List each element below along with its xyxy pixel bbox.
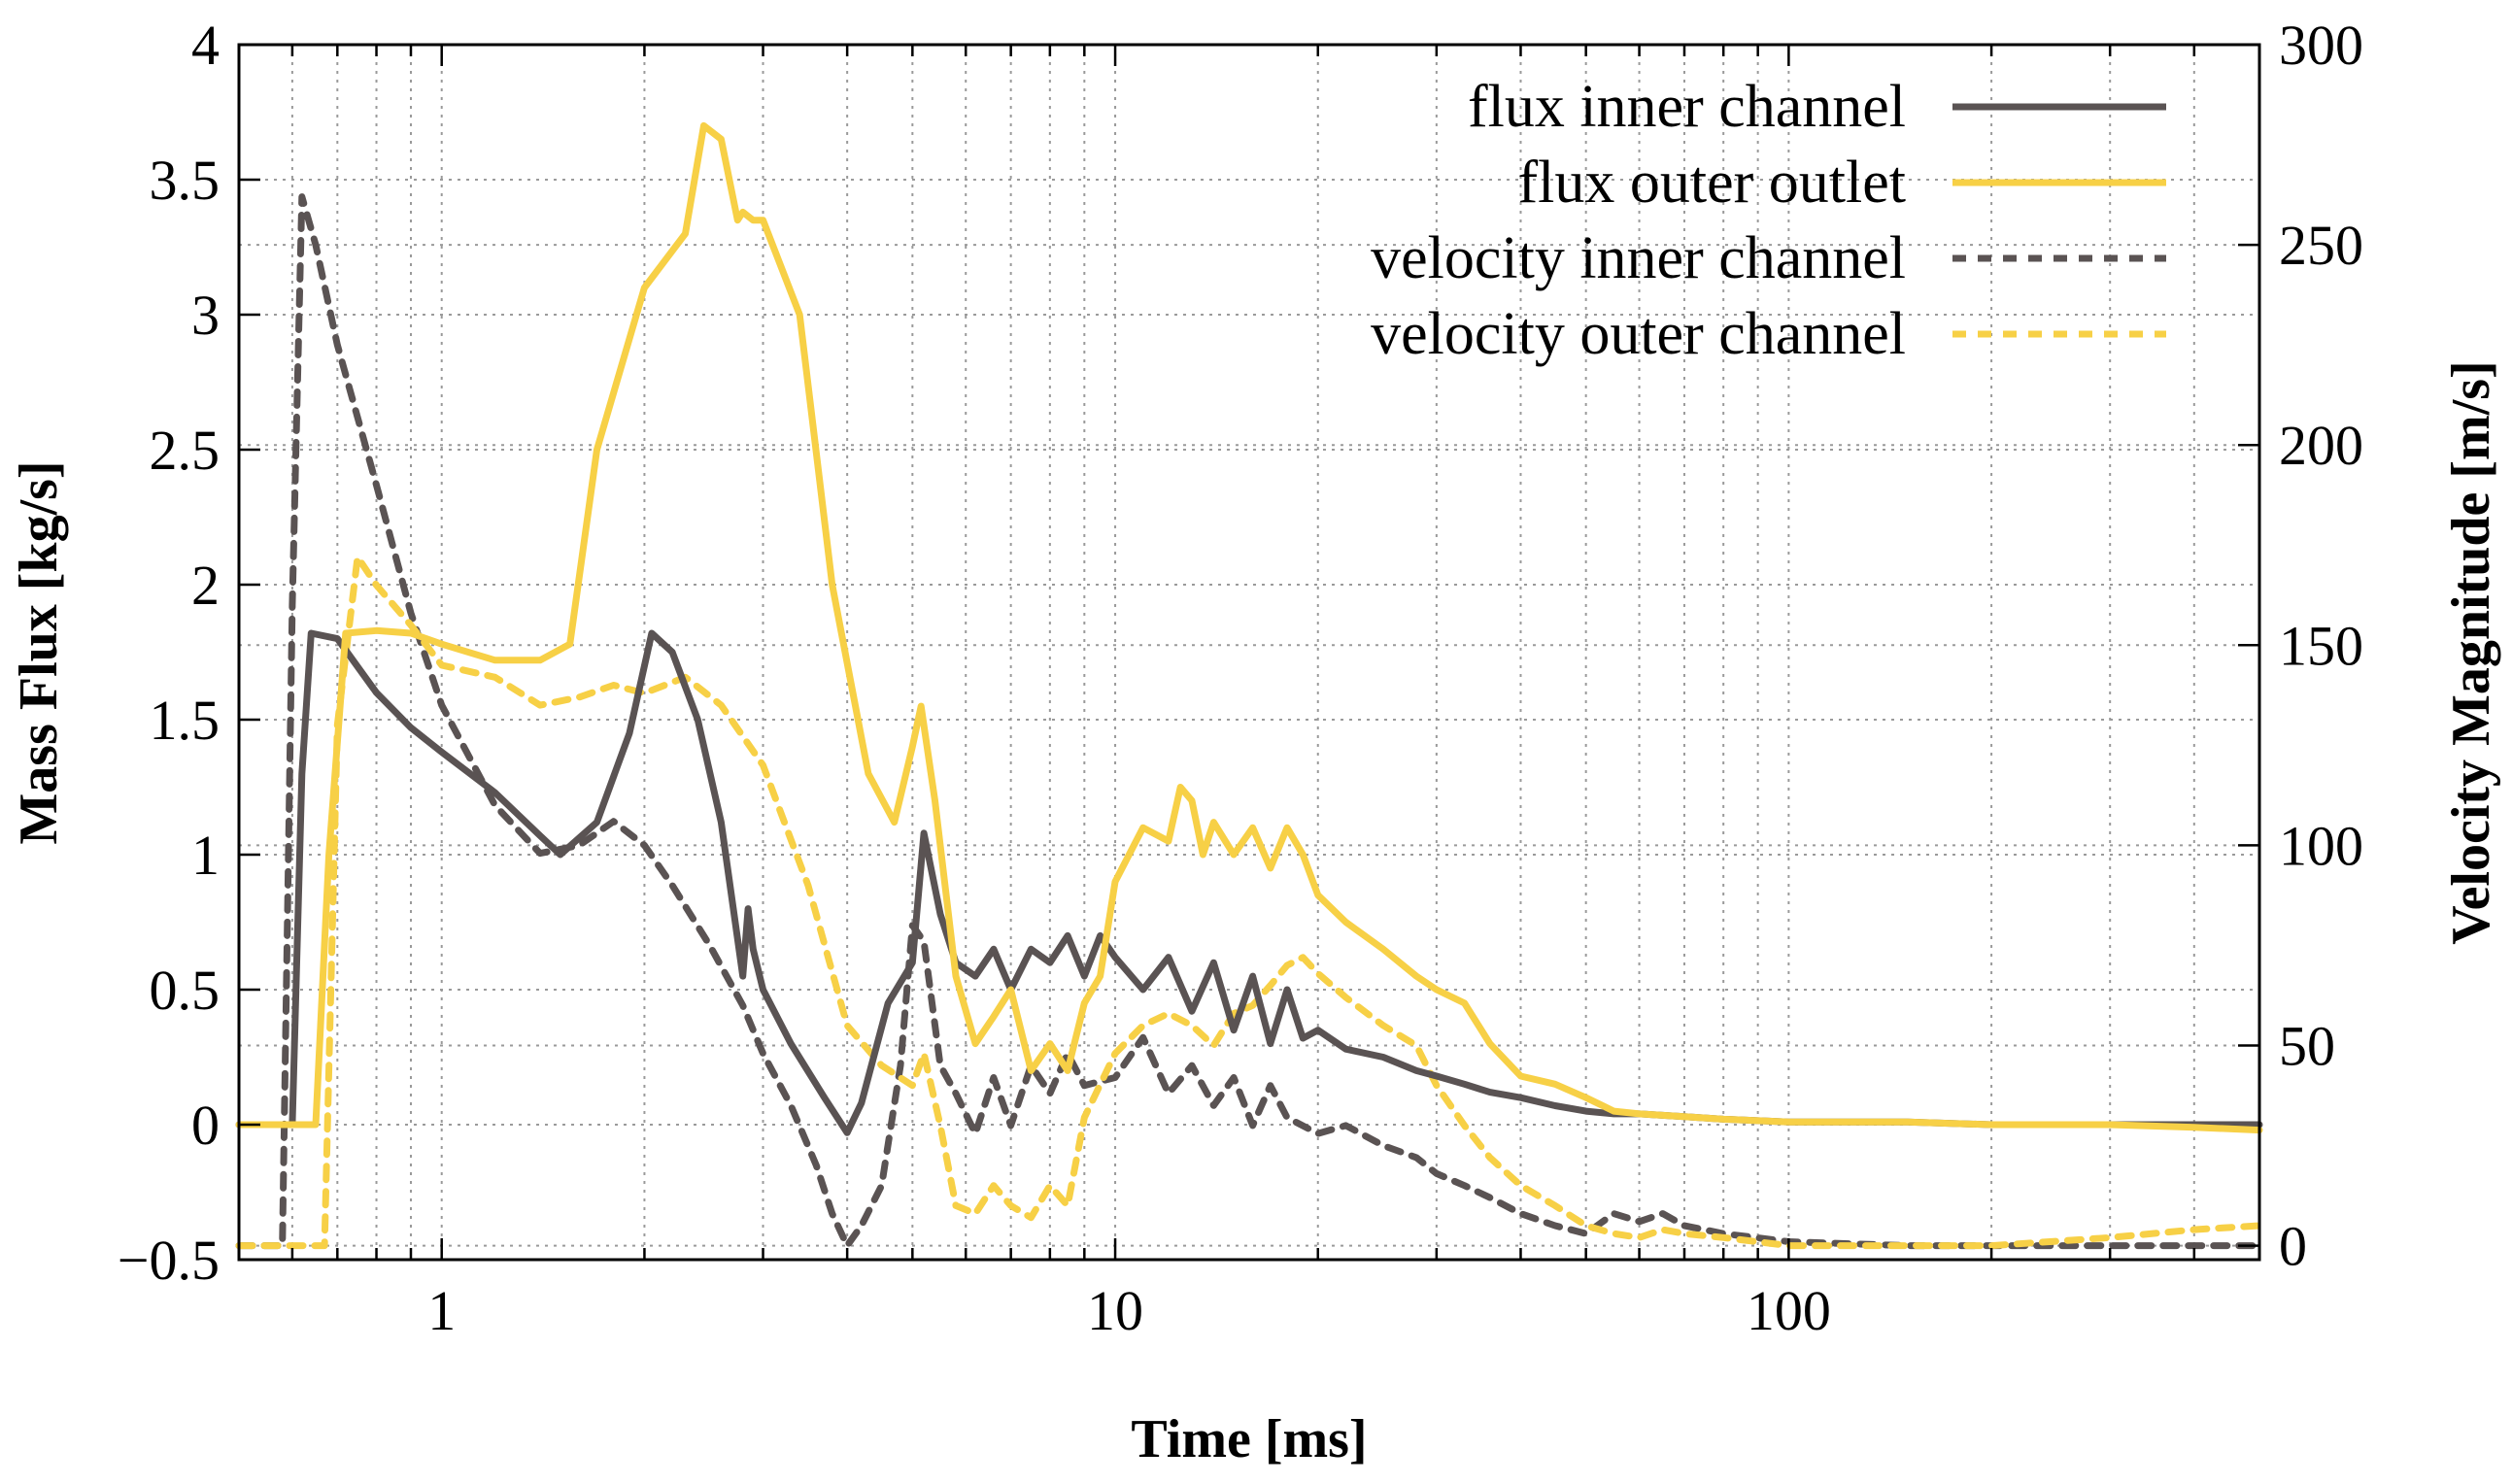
y-tick-label: 2.5 — [150, 419, 221, 482]
y-axis-label: Mass Flux [kg/s] — [9, 460, 69, 844]
y-tick-label: 4 — [191, 14, 220, 77]
series-line-flux-inner-channel — [235, 629, 2263, 1136]
legend-label: velocity inner channel — [1371, 225, 1906, 291]
series-line-velocity-inner-channel — [235, 193, 2263, 1250]
x-tick-label: 10 — [1087, 1279, 1143, 1342]
y2-tick-label: 50 — [2279, 1014, 2335, 1077]
series-line-flux-outer-outlet — [235, 121, 2263, 1134]
y-tick-label: 0 — [191, 1094, 220, 1157]
y-tick-label: −0.5 — [118, 1229, 220, 1292]
y2-tick-label: 300 — [2279, 14, 2363, 77]
plot-frame — [237, 43, 2261, 1262]
y2-tick-label: 100 — [2279, 814, 2363, 877]
y-tick-label: 3 — [191, 284, 220, 347]
y2-axis-label: Velocity Magnitude [m/s] — [2441, 360, 2501, 944]
legend-label: velocity outer channel — [1371, 301, 1906, 367]
y-tick-label: 1 — [191, 824, 220, 887]
y-tick-label: 1.5 — [150, 689, 221, 752]
plot-lines — [235, 121, 2263, 1250]
y2-tick-label: 250 — [2279, 214, 2363, 277]
legend-label: flux inner channel — [1468, 74, 1906, 140]
axis-ticks — [239, 43, 2259, 1262]
series-line-velocity-outer-channel — [235, 554, 2263, 1250]
x-tick-label: 100 — [1747, 1279, 1831, 1342]
y-tick-label: 2 — [191, 554, 220, 617]
y2-tick-label: 200 — [2279, 414, 2363, 477]
y2-tick-label: 0 — [2279, 1215, 2307, 1278]
tick-labels: −0.5 0 0.5 1 1.5 2 2.5 3 3.5 4 0 50 100 150 200 250 300 1… — [118, 14, 2363, 1342]
y-tick-label: 0.5 — [150, 959, 221, 1022]
x-tick-label: 1 — [427, 1279, 456, 1342]
y2-tick-label: 150 — [2279, 614, 2363, 677]
y-tick-label: 3.5 — [150, 149, 221, 212]
legend: flux inner channel flux outer outlet veloc… — [1371, 74, 2166, 367]
grid — [239, 45, 2259, 1260]
x-axis-label: Time [ms] — [1131, 1409, 1367, 1469]
legend-label: flux outer outlet — [1518, 150, 1906, 216]
